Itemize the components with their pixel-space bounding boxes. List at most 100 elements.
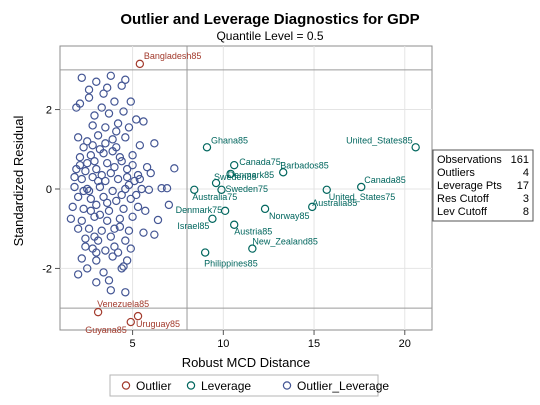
data-point <box>112 196 121 206</box>
data-point <box>83 264 92 273</box>
data-point <box>106 286 116 295</box>
data-point <box>117 264 126 273</box>
data-point <box>411 143 420 152</box>
data-point <box>121 236 130 245</box>
data-point <box>93 131 103 140</box>
legend-marker <box>121 381 131 390</box>
data-point <box>170 164 179 173</box>
data-point <box>88 141 97 150</box>
data-point <box>164 200 174 210</box>
data-point <box>86 206 96 216</box>
data-point <box>200 248 210 257</box>
data-point <box>84 93 94 102</box>
data-point <box>95 182 105 192</box>
data-point <box>150 230 159 239</box>
data-point <box>133 170 143 180</box>
chart-title: Outlier and Leverage Diagnostics for GDP <box>120 11 419 28</box>
data-point <box>139 117 148 126</box>
inset-value: 17 <box>517 180 529 192</box>
inset-value: 161 <box>511 154 529 166</box>
point-label: Norway85 <box>269 211 310 221</box>
data-point <box>104 109 114 118</box>
data-point <box>110 162 119 172</box>
data-point <box>99 192 108 202</box>
point-labels: Ghana85 United_States85 Canada75 Denmark85 B… <box>85 51 412 335</box>
data-point <box>121 288 130 297</box>
data-point <box>211 178 221 188</box>
data-point <box>75 153 85 162</box>
data-point <box>70 182 79 192</box>
data-point <box>72 164 81 174</box>
data-point <box>108 252 117 261</box>
data-point <box>121 75 130 84</box>
data-point <box>115 214 125 223</box>
data-point <box>102 83 112 92</box>
data-point <box>124 226 134 235</box>
data-point <box>217 185 226 194</box>
point-label: Uruguay85 <box>136 319 180 329</box>
data-point <box>101 246 110 255</box>
grid <box>60 46 432 330</box>
y-tick-label: -2 <box>42 263 52 275</box>
y-tick-label: 0 <box>46 184 52 196</box>
data-point <box>122 164 132 174</box>
data-point <box>121 133 130 142</box>
data-point <box>260 204 270 214</box>
data-point <box>83 158 92 168</box>
inset-label: Outliers <box>437 167 475 179</box>
data-point <box>119 262 128 271</box>
point-label: Ghana85 <box>211 135 248 145</box>
data-point <box>135 59 145 69</box>
point-label: Venezuela85 <box>97 299 149 309</box>
data-point <box>144 185 154 194</box>
inset-label: Observations <box>437 154 502 166</box>
data-point <box>119 204 128 214</box>
data-point <box>153 215 163 225</box>
point-label: Bangladesh85 <box>144 51 202 61</box>
data-point <box>132 190 141 200</box>
data-points <box>66 59 420 327</box>
data-point <box>126 317 135 327</box>
data-point <box>112 127 121 136</box>
data-point <box>70 172 79 182</box>
data-point <box>230 220 239 229</box>
x-tick-label: 10 <box>217 338 229 350</box>
data-point <box>110 242 119 251</box>
data-point <box>77 73 86 82</box>
data-point <box>92 164 101 174</box>
legend-marker <box>186 381 196 390</box>
data-point <box>108 147 117 156</box>
data-point <box>77 254 86 263</box>
data-point <box>92 256 101 265</box>
legend: Outlier Leverage Outlier_Leverage <box>109 374 389 397</box>
data-point <box>93 307 103 317</box>
data-point <box>79 186 88 196</box>
point-label: Denmark85 <box>228 170 275 180</box>
data-point <box>128 151 137 160</box>
data-point <box>81 234 90 243</box>
data-point <box>102 158 112 168</box>
data-point <box>73 270 83 279</box>
data-point <box>84 186 94 196</box>
data-point <box>101 139 110 148</box>
point-label: Australia75 <box>192 192 237 202</box>
data-point <box>104 206 114 216</box>
point-label: Australia85 <box>312 198 357 208</box>
data-point <box>90 111 99 120</box>
data-point <box>81 242 90 251</box>
x-axis-label: Robust MCD Distance <box>182 355 311 370</box>
data-point <box>110 97 119 106</box>
inset-label: Lev Cutoff <box>437 206 488 218</box>
x-tick-label: 15 <box>308 338 320 350</box>
data-point <box>122 172 132 182</box>
point-label: Israel85 <box>177 221 209 231</box>
data-point <box>72 103 81 112</box>
data-point <box>126 97 135 106</box>
data-point <box>126 194 135 204</box>
data-point <box>162 183 172 193</box>
data-point <box>99 149 108 158</box>
data-point <box>108 135 117 144</box>
data-point <box>142 162 152 172</box>
legend-marker <box>282 381 292 390</box>
data-point <box>128 212 137 221</box>
